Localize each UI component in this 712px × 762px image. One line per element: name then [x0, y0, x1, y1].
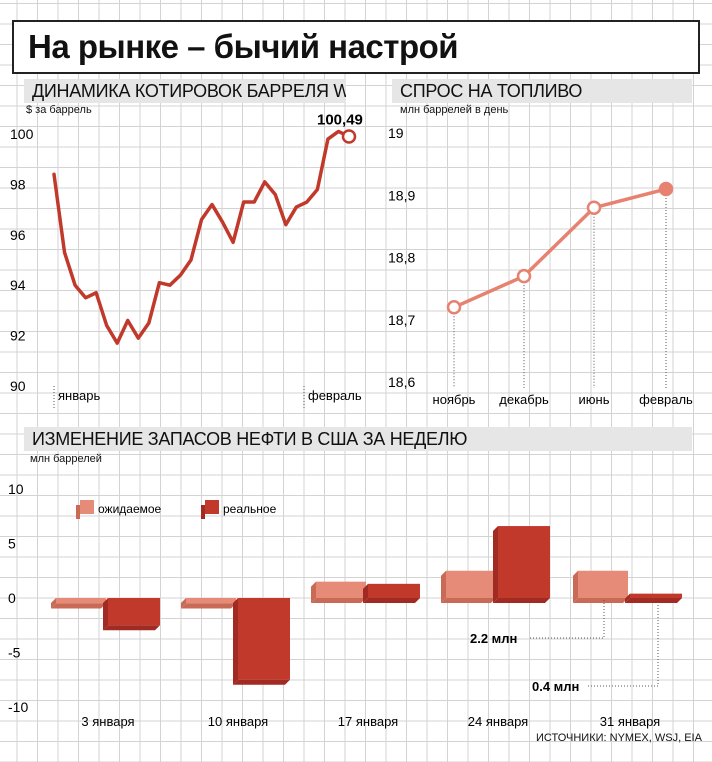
bar-expected [56, 598, 106, 604]
bar-actual [368, 583, 420, 598]
bar-expected-side [51, 598, 56, 609]
bar-expected-bottom [573, 598, 628, 603]
bar-expected-bottom [311, 598, 366, 603]
bar-expected [578, 570, 628, 598]
bar-expected-side [181, 598, 186, 609]
bar-actual-bottom [493, 598, 550, 603]
bar-actual-side [363, 583, 368, 603]
demand-x-tick-label: ноябрь [433, 392, 476, 407]
bar-actual-side [625, 593, 630, 603]
inventory-y-tick-label: 0 [8, 590, 16, 606]
annotation-expected-label: 2.2 млн [470, 631, 517, 646]
bar-actual [238, 598, 290, 680]
legend-actual-label: реальное [223, 502, 277, 516]
inventory-y-tick-label: 10 [8, 481, 24, 497]
bar-expected-bottom [181, 603, 236, 609]
wti-x-tick-label: февраль [308, 388, 362, 403]
wti-last-point [341, 129, 357, 144]
wti-price-line [52, 129, 351, 345]
wti-y-tick-label: 90 [10, 378, 26, 394]
annotation-actual-label: 0.4 млн [532, 679, 579, 694]
bar-expected [446, 570, 496, 598]
bar-actual [498, 526, 550, 598]
bar-expected [316, 581, 366, 598]
demand-point [516, 268, 532, 284]
inventory-x-tick-label: 24 января [468, 714, 528, 729]
inventory-y-tick-label: -10 [8, 699, 28, 715]
demand-x-tick-label: декабрь [499, 392, 549, 407]
inventory-x-tick-label: 31 января [600, 714, 660, 729]
wti-x-tick-label: январь [58, 388, 100, 403]
wti-chart-title: ДИНАМИКА КОТИРОВОК БАРРЕЛЯ WTI [24, 79, 346, 103]
bar-actual-bottom [103, 625, 160, 631]
wti-y-tick-label: 92 [10, 328, 26, 344]
demand-point [586, 200, 602, 215]
inventory-x-tick-label: 3 января [81, 714, 134, 729]
demand-x-tick-label: февраль [639, 392, 693, 407]
bar-actual-side [493, 526, 498, 603]
demand-y-tick-label: 18,8 [388, 250, 415, 266]
legend-actual-swatch-side [201, 505, 205, 519]
legend-expected-swatch-side [76, 505, 80, 519]
demand-x-tick-label: июнь [579, 392, 610, 407]
demand-chart-title: СПРОС НА ТОПЛИВО [392, 79, 692, 103]
bar-expected-bottom [441, 598, 496, 603]
demand-y-tick-label: 18,9 [388, 187, 415, 203]
wti-y-tick-label: 94 [10, 277, 26, 293]
legend-expected-swatch [80, 500, 94, 514]
demand-point [658, 181, 674, 197]
demand-point [446, 300, 462, 315]
bar-actual [108, 598, 160, 626]
inventory-x-tick-label: 17 января [338, 714, 398, 729]
inventory-y-tick-label: 5 [8, 536, 16, 552]
inventory-y-tick-label: -5 [8, 645, 21, 661]
annotation-leader-expected [530, 600, 605, 639]
wti-unit-label: $ за баррель [26, 104, 92, 116]
demand-line [453, 187, 667, 309]
legend-expected-label: ожидаемое [98, 502, 162, 516]
bar-actual-bottom [233, 679, 290, 685]
demand-y-tick-label: 18,7 [388, 312, 415, 328]
source-note: ИСТОЧНИКИ: NYMEX, WSJ, EIA [536, 732, 702, 744]
inventory-chart-title: ИЗМЕНЕНИЕ ЗАПАСОВ НЕФТИ В США ЗА НЕДЕЛЮ [24, 427, 692, 451]
bar-actual-side [233, 598, 238, 685]
bar-expected-side [311, 581, 316, 603]
wti-y-tick-label: 98 [10, 176, 26, 192]
demand-y-tick-label: 18,6 [388, 374, 415, 390]
wti-y-tick-label: 100 [10, 126, 34, 142]
inventory-unit-label: млн баррелей [30, 453, 102, 465]
inventory-x-tick-label: 10 января [208, 714, 268, 729]
bar-expected-side [441, 570, 446, 603]
bar-actual-side [103, 598, 108, 631]
bar-actual-bottom [363, 598, 420, 603]
wti-last-value-label: 100,49 [317, 112, 363, 129]
legend-actual-swatch [205, 500, 219, 514]
bar-actual [630, 593, 682, 598]
bar-expected [186, 598, 236, 604]
bar-expected-side [573, 570, 578, 603]
demand-unit-label: млн баррелей в день [400, 104, 509, 116]
demand-y-tick-label: 19 [388, 125, 404, 141]
annotation-leader-actual [588, 600, 659, 687]
bar-actual-bottom [625, 598, 682, 603]
bar-expected-bottom [51, 603, 106, 609]
page-title: На рынке – бычий настрой [12, 20, 700, 74]
wti-y-tick-label: 96 [10, 227, 26, 243]
